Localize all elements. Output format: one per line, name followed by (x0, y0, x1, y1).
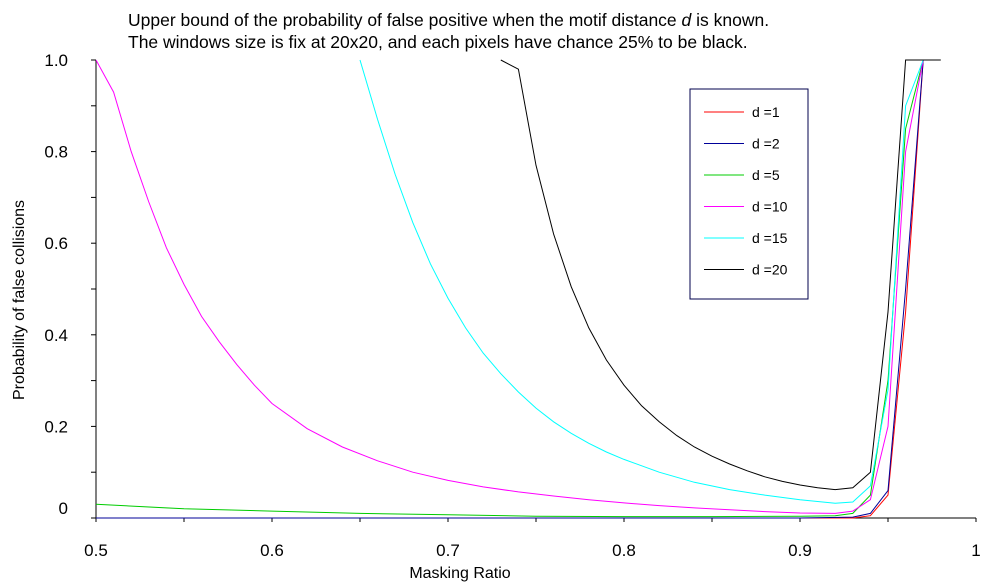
x-axis-title: Masking Ratio (409, 565, 510, 582)
chart-title: Upper bound of the probability of false … (128, 10, 769, 52)
y-tick-label: 0 (59, 499, 68, 518)
title-line-2: The windows size is fix at 20x20, and ea… (128, 32, 748, 52)
legend-label: d =2 (752, 136, 780, 152)
legend-box (689, 88, 809, 300)
y-axis-ticks: 0 0.2 0.4 0.6 0.8 1.0 (44, 51, 96, 519)
y-axis-title: Probability of false collisions (11, 200, 28, 400)
series-line-2 (96, 59, 924, 519)
x-axis-ticks: 0.5 0.6 0.7 0.8 0.9 1 (84, 518, 981, 560)
title-span: Upper bound of the probability of false … (128, 10, 682, 30)
series-line-5 (359, 59, 924, 504)
legend-label: d =5 (752, 167, 780, 183)
x-tick-label: 0.7 (436, 541, 460, 560)
x-tick-label: 0.6 (260, 541, 284, 560)
y-tick-label: 0.4 (44, 326, 68, 345)
title-span: d (682, 10, 693, 30)
x-tick-label: 0.5 (84, 541, 108, 560)
series-line-6 (500, 59, 941, 491)
title-span: is known. (691, 10, 769, 30)
series-lines (96, 59, 941, 519)
legend-label: d =15 (752, 230, 788, 246)
legend-label: d =1 (752, 104, 780, 120)
y-tick-label: 0.6 (44, 234, 68, 253)
x-tick-label: 0.9 (788, 541, 812, 560)
y-tick-label: 0.2 (44, 417, 68, 436)
y-tick-label: 1.0 (44, 51, 68, 70)
legend-label: d =20 (752, 262, 788, 278)
series-line-4 (96, 59, 924, 514)
title-line-1: Upper bound of the probability of false … (128, 10, 769, 30)
x-tick-label: 1 (971, 541, 980, 560)
title-span: The windows size is fix at 20x20, and ea… (128, 32, 748, 52)
y-tick-label: 0.8 (44, 143, 68, 162)
legend: d =1 d =2 d =5 d =10 d =15 d =20 (689, 88, 809, 300)
x-tick-label: 0.8 (612, 541, 636, 560)
legend-label: d =10 (752, 199, 788, 215)
series-line-3 (96, 59, 924, 518)
